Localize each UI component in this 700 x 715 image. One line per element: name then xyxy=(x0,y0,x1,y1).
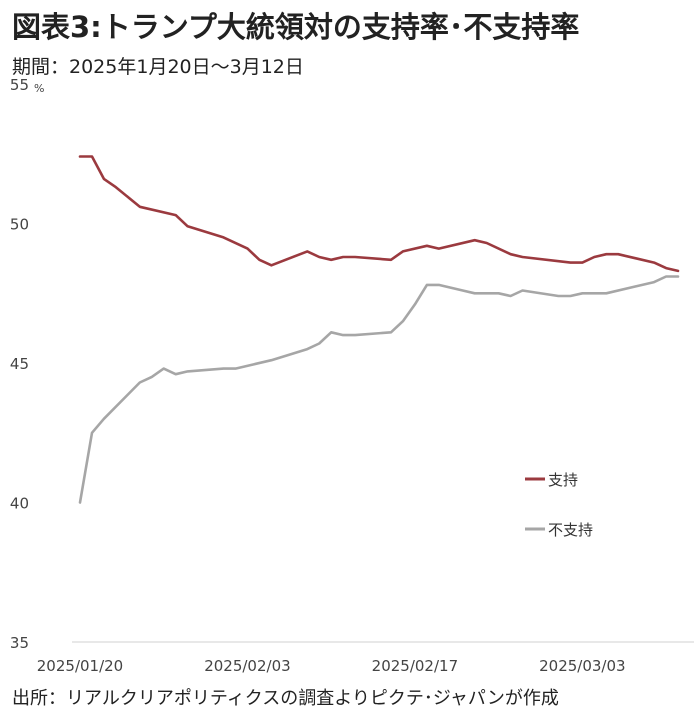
y-tick-label: 45 xyxy=(10,355,29,373)
series-lines xyxy=(78,155,680,504)
x-axis-labels: 2025/01/20 2025/02/03 2025/02/17 2025/03/03 xyxy=(37,657,626,675)
y-tick-label: 35 xyxy=(10,634,29,652)
series-line-approve xyxy=(78,155,680,273)
y-tick-label: 50 xyxy=(10,216,29,234)
chart-title: 図表3:トランプ大統領対の支持率･不支持率 xyxy=(12,10,580,44)
y-tick-label: 55 xyxy=(10,76,29,94)
y-unit-label: % xyxy=(34,82,44,95)
x-tick-label: 2025/01/20 xyxy=(37,657,123,675)
legend-label-approve: 支持 xyxy=(548,471,578,489)
x-tick-label: 2025/03/03 xyxy=(539,657,625,675)
legend-label-disapprove: 不支持 xyxy=(548,521,593,539)
source-note: 出所：リアルクリアポリティクスの調査よりピクテ･ジャパンが作成 xyxy=(12,688,559,709)
series-line-disapprove xyxy=(78,275,680,504)
x-tick-label: 2025/02/03 xyxy=(204,657,290,675)
x-tick-label: 2025/02/17 xyxy=(372,657,458,675)
y-tick-label: 40 xyxy=(10,495,29,513)
y-axis-labels: 35 40 45 50 55% xyxy=(10,76,45,652)
chart-subtitle: 期間：2025年1月20日～3月12日 xyxy=(12,56,304,78)
